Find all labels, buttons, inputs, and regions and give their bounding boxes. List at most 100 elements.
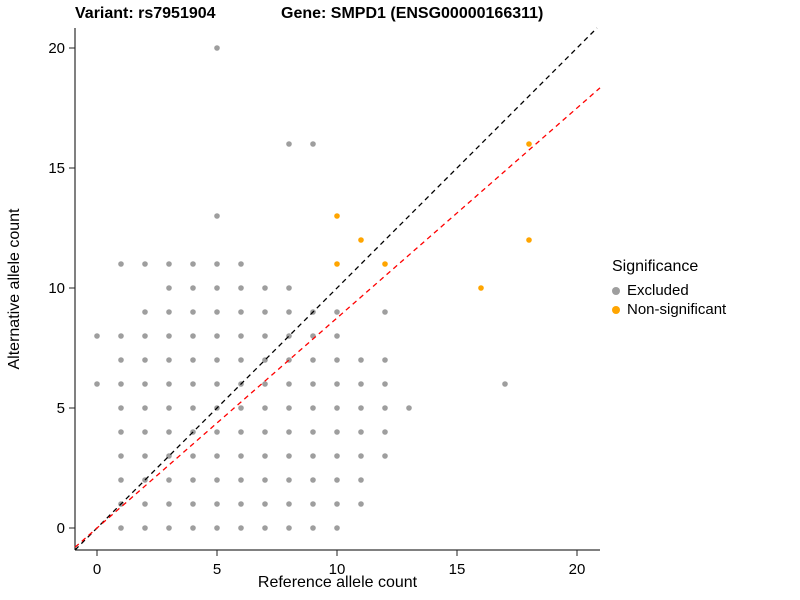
- data-point-excluded: [118, 357, 124, 363]
- data-point-excluded: [310, 501, 316, 507]
- data-point-excluded: [238, 261, 244, 267]
- data-point-excluded: [118, 525, 124, 531]
- data-point-excluded: [382, 429, 388, 435]
- data-point-excluded: [118, 381, 124, 387]
- x-tick-label: 20: [569, 561, 586, 578]
- data-point-excluded: [262, 453, 268, 459]
- legend-item-excluded: Excluded: [612, 281, 726, 300]
- data-point-excluded: [310, 357, 316, 363]
- data-point-excluded: [214, 309, 220, 315]
- data-point-excluded: [310, 405, 316, 411]
- legend-title: Significance: [612, 258, 699, 275]
- data-point-excluded: [238, 405, 244, 411]
- data-point-excluded: [262, 309, 268, 315]
- identity-line: [74, 27, 598, 551]
- data-point-non-significant: [358, 237, 364, 243]
- data-point-excluded: [238, 333, 244, 339]
- data-point-excluded: [142, 429, 148, 435]
- data-point-excluded: [262, 333, 268, 339]
- data-point-excluded: [262, 381, 268, 387]
- plot-title-variant: Variant: rs7951904: [75, 5, 216, 22]
- data-point-excluded: [166, 501, 172, 507]
- data-point-excluded: [142, 501, 148, 507]
- data-point-excluded: [334, 333, 340, 339]
- data-point-excluded: [94, 333, 100, 339]
- data-point-excluded: [358, 405, 364, 411]
- data-point-excluded: [190, 501, 196, 507]
- data-point-excluded: [118, 405, 124, 411]
- legend-item-non-significant: Non-significant: [612, 300, 726, 319]
- y-tick-label: 20: [48, 40, 65, 57]
- data-point-excluded: [238, 453, 244, 459]
- data-point-excluded: [382, 453, 388, 459]
- data-point-excluded: [358, 453, 364, 459]
- x-tick-label: 0: [93, 561, 101, 578]
- data-point-excluded: [358, 477, 364, 483]
- data-point-excluded: [190, 477, 196, 483]
- data-point-excluded: [286, 429, 292, 435]
- data-point-excluded: [166, 261, 172, 267]
- data-point-excluded: [382, 357, 388, 363]
- data-point-excluded: [142, 309, 148, 315]
- data-point-excluded: [334, 309, 340, 315]
- legend-item-label: Non-significant: [627, 301, 727, 318]
- data-point-excluded: [238, 429, 244, 435]
- data-point-excluded: [286, 309, 292, 315]
- data-point-excluded: [310, 141, 316, 147]
- data-point-excluded: [118, 453, 124, 459]
- data-point-excluded: [286, 285, 292, 291]
- data-point-excluded: [142, 333, 148, 339]
- data-point-excluded: [142, 357, 148, 363]
- legend-key-dot: [612, 286, 620, 295]
- data-point-excluded: [190, 285, 196, 291]
- data-point-excluded: [334, 381, 340, 387]
- data-point-excluded: [358, 501, 364, 507]
- data-point-non-significant: [334, 261, 340, 267]
- x-tick-label: 15: [449, 561, 466, 578]
- data-point-non-significant: [526, 237, 532, 243]
- data-point-excluded: [166, 525, 172, 531]
- data-point-excluded: [142, 405, 148, 411]
- data-point-excluded: [214, 429, 220, 435]
- data-point-excluded: [118, 429, 124, 435]
- data-point-excluded: [262, 501, 268, 507]
- data-point-excluded: [286, 405, 292, 411]
- data-point-excluded: [262, 477, 268, 483]
- data-point-excluded: [190, 309, 196, 315]
- legend-item-label: Excluded: [627, 282, 689, 299]
- data-point-excluded: [334, 357, 340, 363]
- y-tick-label: 0: [57, 520, 65, 537]
- data-point-excluded: [166, 429, 172, 435]
- data-point-excluded: [190, 261, 196, 267]
- data-point-excluded: [214, 357, 220, 363]
- data-point-excluded: [262, 285, 268, 291]
- y-tick-label: 10: [48, 280, 65, 297]
- data-point-excluded: [166, 333, 172, 339]
- data-point-excluded: [214, 285, 220, 291]
- data-point-excluded: [358, 429, 364, 435]
- data-point-excluded: [238, 525, 244, 531]
- data-point-excluded: [310, 453, 316, 459]
- data-point-excluded: [142, 525, 148, 531]
- data-point-excluded: [262, 525, 268, 531]
- data-point-excluded: [286, 501, 292, 507]
- data-point-excluded: [310, 477, 316, 483]
- data-point-non-significant: [478, 285, 484, 291]
- data-point-excluded: [238, 285, 244, 291]
- legend-key-dot: [612, 305, 620, 314]
- data-point-excluded: [334, 477, 340, 483]
- data-point-excluded: [166, 357, 172, 363]
- data-point-excluded: [214, 213, 220, 219]
- data-point-excluded: [382, 381, 388, 387]
- data-point-excluded: [190, 405, 196, 411]
- data-point-excluded: [310, 525, 316, 531]
- data-point-excluded: [286, 141, 292, 147]
- x-axis-label: Reference allele count: [257, 574, 418, 591]
- data-point-excluded: [214, 501, 220, 507]
- legend: Significance Excluded Non-significant: [612, 258, 726, 319]
- data-point-excluded: [166, 381, 172, 387]
- data-point-excluded: [238, 309, 244, 315]
- data-point-excluded: [190, 453, 196, 459]
